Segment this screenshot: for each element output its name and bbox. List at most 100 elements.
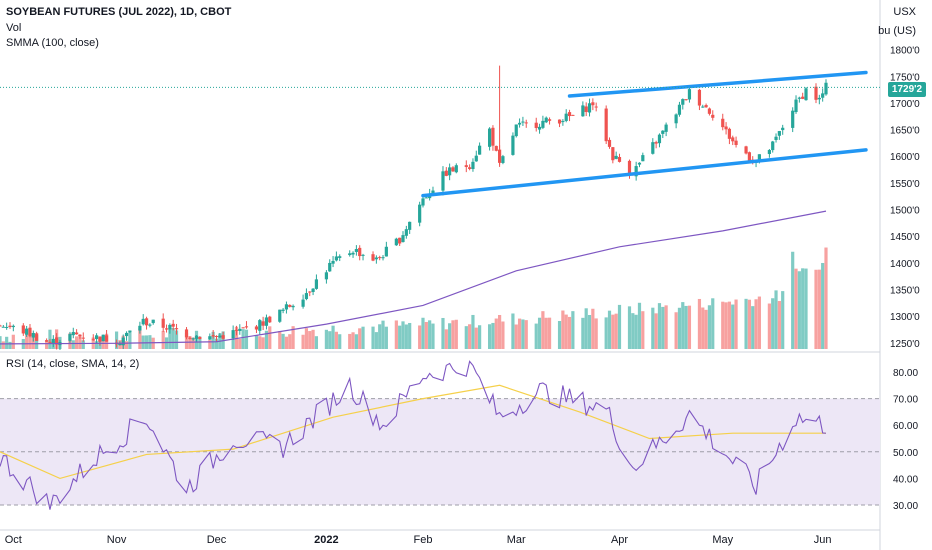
time-tick-label: Apr [611, 534, 628, 546]
candle-body [491, 127, 495, 146]
volume-bar [78, 334, 82, 349]
candle-body [55, 337, 59, 345]
volume-bar [374, 332, 378, 349]
volume-bar [571, 311, 575, 349]
volume-bar [268, 326, 272, 349]
volume-bar [801, 268, 805, 349]
price-tick-label: 1550'0 [890, 179, 920, 190]
volume-bar [35, 335, 39, 349]
candle-body [431, 190, 435, 195]
volume-bar [464, 326, 468, 349]
rsi-line [0, 360, 827, 510]
candle-body [564, 113, 568, 121]
price-tick-label: 1500'0 [890, 206, 920, 217]
candle-body [607, 139, 612, 147]
candle-body [494, 145, 498, 151]
candle-body [0, 325, 2, 327]
volume-bar [707, 305, 712, 349]
candle-body [637, 162, 642, 165]
candle-body [288, 304, 292, 307]
volume-bar [517, 318, 522, 349]
volume-bar [284, 336, 289, 349]
volume-bar [184, 332, 189, 349]
candle-body [661, 130, 665, 134]
volume-bar [561, 310, 565, 349]
last-price-badge: 1729'2 [888, 82, 926, 97]
candle-body [701, 106, 705, 108]
volume-bar [794, 268, 798, 349]
volume-bar [564, 314, 568, 349]
candle-body [468, 167, 472, 169]
candle-body [45, 340, 49, 342]
volume-bar [687, 305, 692, 349]
candle-body [727, 128, 732, 139]
candle-body [371, 254, 375, 261]
candle-body [91, 339, 95, 341]
volume-bar [541, 311, 545, 349]
volume-bar [264, 330, 269, 349]
volume-bar [191, 337, 195, 349]
candle-body [567, 112, 572, 117]
candle-body [584, 106, 588, 113]
rsi-band [0, 398, 880, 505]
candle-body [35, 333, 39, 341]
candle-body [534, 122, 538, 129]
candle-body [381, 257, 385, 259]
volume-bar [701, 307, 705, 349]
candle-body [611, 147, 615, 161]
volume-bar [727, 301, 732, 349]
candle-body [241, 327, 245, 329]
volume-bar [211, 331, 215, 349]
candle-body [328, 262, 332, 272]
candle-body [747, 152, 751, 161]
candle-body [291, 305, 295, 308]
volume-bar [94, 341, 99, 349]
candle-body [31, 332, 35, 338]
volume-bar [45, 340, 49, 349]
candle-body [358, 247, 362, 257]
volume-bar [751, 306, 755, 349]
volume-bar [567, 316, 572, 349]
candle-body [254, 326, 259, 330]
volume-bar [8, 341, 12, 349]
candle-body [824, 82, 828, 95]
candle-body [94, 335, 99, 340]
candle-body [184, 329, 189, 338]
time-tick-label: May [712, 534, 733, 546]
candle-body [361, 254, 365, 256]
volume-bar [0, 336, 2, 349]
candle-body [301, 299, 305, 307]
volume-bar [351, 332, 355, 349]
candle-body [734, 140, 738, 145]
volume-bar [324, 329, 329, 349]
volume-bar [631, 313, 635, 349]
candle-body [724, 126, 728, 130]
candle-body [48, 341, 52, 343]
smma-line [0, 210, 827, 345]
candle-body [674, 114, 678, 124]
candle-body [351, 252, 355, 255]
candle-body [744, 146, 748, 154]
candle-body [374, 257, 378, 260]
volume-bar [444, 329, 448, 349]
volume-bar [254, 335, 259, 349]
candle-body [771, 141, 775, 151]
candle-body [104, 335, 109, 342]
price-tick-label: 1450'0 [890, 232, 920, 243]
candle-body [261, 321, 265, 326]
volume-bar [338, 334, 342, 349]
candle-body [404, 229, 408, 236]
volume-bar [697, 298, 702, 349]
volume-bar [664, 305, 668, 349]
candle-body [258, 320, 262, 331]
volume-bar [124, 341, 129, 349]
candle-body [641, 155, 645, 162]
volume-bar [244, 329, 249, 349]
candle-body [421, 198, 425, 206]
candle-body [704, 105, 708, 108]
candle-body [384, 246, 388, 257]
candle-body [711, 114, 715, 118]
candle-body [234, 329, 239, 331]
candle-body [11, 325, 15, 328]
